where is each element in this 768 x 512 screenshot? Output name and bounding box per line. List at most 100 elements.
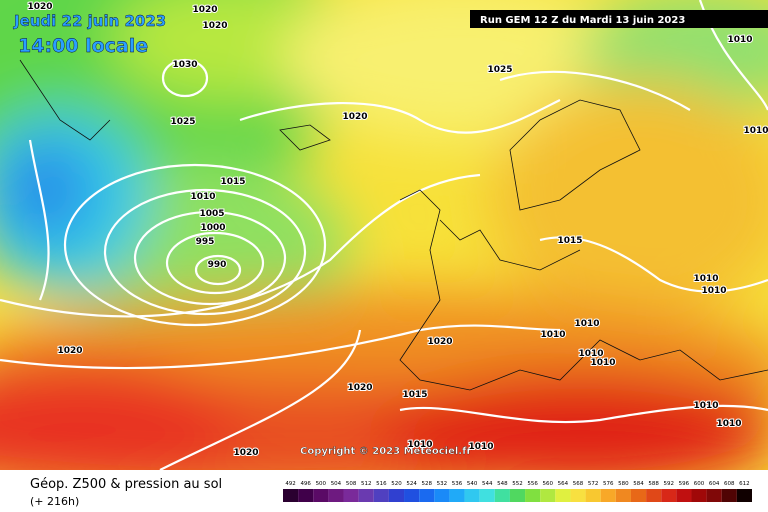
legend-swatch <box>615 489 631 502</box>
legend-label: 504 <box>331 481 342 487</box>
legend-swatch <box>691 489 707 502</box>
isobar-label: 1010 <box>190 192 215 202</box>
isobar-label: 1020 <box>233 448 258 458</box>
legend-label: 572 <box>588 481 599 487</box>
isobar-label: 1010 <box>578 349 603 359</box>
legend-label: 564 <box>558 481 569 487</box>
legend-label: 512 <box>361 481 372 487</box>
legend-swatch <box>706 489 722 502</box>
legend-swatch <box>464 489 480 502</box>
isobar-label: 1010 <box>727 35 752 45</box>
legend-label: 552 <box>512 481 523 487</box>
isobar-label: 990 <box>208 260 227 270</box>
isobar-label: 1020 <box>202 21 227 31</box>
legend-swatch <box>721 489 737 502</box>
legend-swatch <box>570 489 586 502</box>
legend-label: 500 <box>316 481 327 487</box>
isobar-label: 1010 <box>693 274 718 284</box>
isobar-label: 1020 <box>342 112 367 122</box>
isobar-label: 1010 <box>468 442 493 452</box>
run-info: Run GEM 12 Z du Mardi 13 juin 2023 <box>480 15 685 26</box>
legend-swatch <box>388 489 405 502</box>
legend-swatch <box>283 489 299 502</box>
legend-swatch <box>540 489 556 502</box>
legend-label: 528 <box>421 481 432 487</box>
legend-label: 520 <box>391 481 402 487</box>
legend-label: 604 <box>709 481 720 487</box>
legend-swatch <box>328 489 344 502</box>
legend-swatch <box>298 489 314 502</box>
legend-label: 544 <box>482 481 493 487</box>
legend-swatch <box>434 489 450 502</box>
legend-swatch <box>373 489 389 502</box>
legend-label: 540 <box>467 481 478 487</box>
date-label: Jeudi 22 juin 2023 <box>13 12 166 30</box>
legend-swatch <box>646 489 662 502</box>
footer-title: Géop. Z500 & pression au sol <box>30 477 222 492</box>
legend-label: 592 <box>664 481 675 487</box>
legend-swatch <box>525 489 541 502</box>
legend-swatch <box>479 489 495 502</box>
isobar-label: 1010 <box>590 358 615 368</box>
legend-label: 588 <box>648 481 659 487</box>
legend-label: 516 <box>376 481 387 487</box>
isobar-label: 1020 <box>427 337 452 347</box>
legend-swatch <box>343 489 359 502</box>
legend-label: 580 <box>618 481 629 487</box>
legend-swatch <box>676 489 692 502</box>
isobar-label: 1010 <box>716 419 741 429</box>
legend-label: 560 <box>543 481 554 487</box>
isobar-label: 1010 <box>693 401 718 411</box>
copyright: Copyright © 2023 Meteociel.fr <box>300 446 471 457</box>
legend-label: 536 <box>452 481 463 487</box>
legend-label: 608 <box>724 481 735 487</box>
legend: 492 496 500 504 508 512 516 520 524 528 532 536 540 5… <box>283 481 752 502</box>
isobar-label: 1010 <box>743 126 768 136</box>
legend-label: 568 <box>573 481 584 487</box>
legend-swatch <box>404 489 420 502</box>
footer-lead: (+ 216h) <box>30 495 79 508</box>
isobar-label: 1020 <box>27 2 52 12</box>
legend-swatch <box>494 489 510 502</box>
legend-label: 556 <box>527 481 538 487</box>
isobar-labels: 1020 1020 1020 1030 1025 1020 1025 1015 1010 1005… <box>26 1 768 459</box>
legend-label: 600 <box>694 481 705 487</box>
isobar-label: 1015 <box>402 390 427 400</box>
time-label: 14:00 locale <box>18 35 148 57</box>
isobar-label: 1005 <box>199 209 224 219</box>
legend-label: 596 <box>679 481 690 487</box>
isobar-label: 1010 <box>407 440 432 450</box>
legend-swatch <box>661 489 677 502</box>
legend-label: 532 <box>437 481 448 487</box>
legend-label: 508 <box>346 481 357 487</box>
isobar-label: 1015 <box>557 236 582 246</box>
legend-label: 524 <box>406 481 417 487</box>
isobar-label: 1020 <box>347 383 372 393</box>
isobar-label: 1000 <box>200 223 225 233</box>
legend-swatch <box>449 489 465 502</box>
legend-label: 492 <box>285 481 296 487</box>
legend-swatch <box>630 489 647 502</box>
legend-label: 612 <box>739 481 750 487</box>
isobar-label: 995 <box>196 237 215 247</box>
legend-swatch <box>419 489 435 502</box>
isobar-label: 1010 <box>574 319 599 329</box>
isobar-label: 1015 <box>220 177 245 187</box>
legend-swatch <box>509 489 526 502</box>
field <box>0 0 768 470</box>
legend-label: 548 <box>497 481 508 487</box>
isobar-label: 1020 <box>57 346 82 356</box>
isobar-label: 1025 <box>487 65 512 75</box>
legend-swatch <box>585 489 601 502</box>
legend-swatch <box>358 489 374 502</box>
legend-label: 584 <box>633 481 644 487</box>
legend-label: 496 <box>300 481 311 487</box>
isobar-label: 1010 <box>540 330 565 340</box>
isobar-label: 1030 <box>172 60 197 70</box>
isobar-label: 1025 <box>170 117 195 127</box>
legend-swatch <box>555 489 571 502</box>
legend-swatch <box>736 489 752 502</box>
legend-swatch <box>313 489 329 502</box>
